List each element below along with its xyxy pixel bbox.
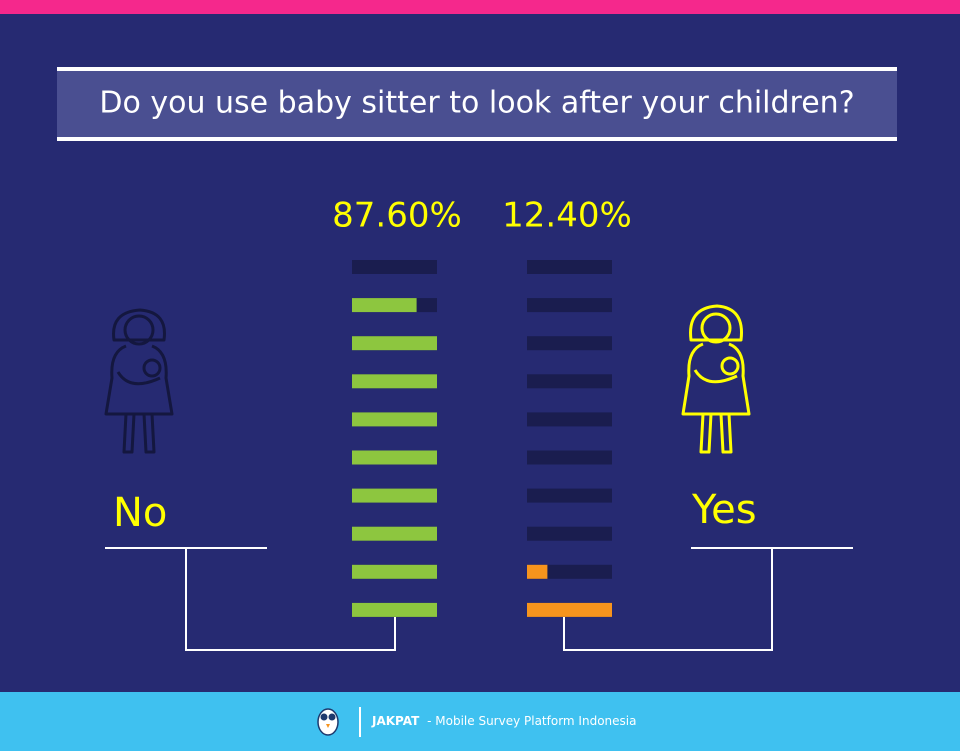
bar-track	[527, 450, 612, 465]
title-rule	[57, 137, 897, 141]
woman-icon	[681, 304, 751, 454]
bar-track	[527, 488, 612, 503]
bar-track	[527, 260, 612, 274]
bar-segment	[527, 602, 612, 617]
connector	[185, 548, 396, 651]
bar-segment	[352, 488, 437, 503]
connectors	[105, 547, 853, 651]
category-label: No	[113, 490, 167, 536]
bar-segment	[352, 602, 437, 617]
footer-bar	[0, 692, 960, 751]
bar-segment	[352, 412, 437, 427]
footer-tagline: - Mobile Survey Platform Indonesia	[427, 714, 636, 728]
category-label: Yes	[691, 487, 757, 533]
chart-title: Do you use baby sitter to look after you…	[99, 86, 854, 121]
bar-segment	[352, 374, 437, 389]
bar-track	[352, 260, 437, 274]
top-bar	[0, 0, 960, 14]
bar-segment	[352, 336, 437, 351]
bar-segment	[527, 564, 548, 579]
woman-icon	[104, 308, 174, 454]
title-rule	[57, 67, 897, 71]
bar-segment	[352, 564, 437, 579]
owl-logo	[317, 708, 339, 736]
bar-track	[527, 298, 612, 313]
footer-text: JAKPAT - Mobile Survey Platform Indonesi…	[371, 714, 636, 728]
bar-track	[527, 564, 612, 579]
bar-segment	[352, 526, 437, 541]
value-label: 87.60%	[332, 196, 462, 236]
bar-track	[527, 336, 612, 351]
bar-track	[527, 526, 612, 541]
connector	[563, 548, 773, 651]
footer-brand: JAKPAT	[371, 714, 420, 728]
bar-track	[527, 412, 612, 427]
value-label: 12.40%	[502, 196, 632, 236]
bar-segment	[352, 298, 417, 313]
bar-segment	[352, 450, 437, 465]
title-box	[57, 67, 897, 141]
bar-track	[527, 374, 612, 389]
